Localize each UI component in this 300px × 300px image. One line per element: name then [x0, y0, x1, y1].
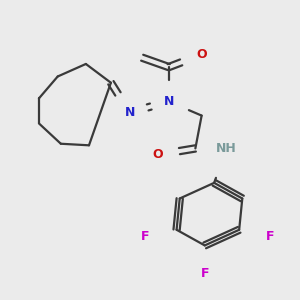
Text: F: F: [200, 267, 209, 280]
Text: O: O: [196, 48, 207, 61]
Text: O: O: [152, 148, 163, 161]
Text: NH: NH: [216, 142, 237, 155]
Text: N: N: [124, 106, 135, 119]
Text: F: F: [141, 230, 150, 242]
Text: N: N: [164, 95, 174, 108]
Text: F: F: [266, 230, 275, 242]
